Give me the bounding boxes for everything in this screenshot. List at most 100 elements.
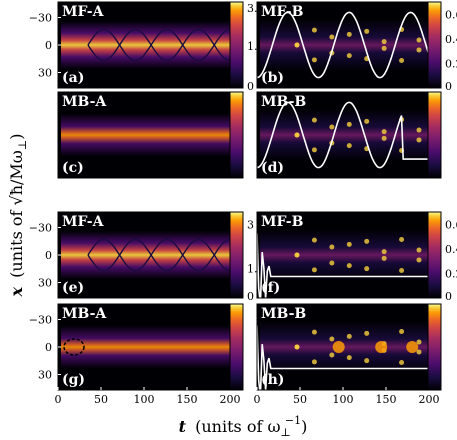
density-spot xyxy=(294,132,300,138)
x-tick-label: 0 xyxy=(254,393,261,406)
panel-tag: MF-A xyxy=(62,4,105,20)
density-spot xyxy=(329,260,335,266)
density-spot xyxy=(346,241,352,247)
x-tick-label: 50 xyxy=(94,393,108,406)
panel-label: (c) xyxy=(62,160,84,176)
y-tick-label: 30 xyxy=(38,67,52,80)
panel-f: MF-B (f) 0 0.2 0.4 0.6 xyxy=(256,211,457,305)
soliton-trace xyxy=(87,28,231,62)
colorbar-tick-label: 0 xyxy=(247,290,254,303)
density-spot xyxy=(381,255,387,261)
soliton-trace xyxy=(87,238,231,272)
colorbar-tick-label: 0 xyxy=(247,80,254,93)
colorbar xyxy=(229,91,244,179)
density-spot xyxy=(399,237,405,243)
y-tick-label: 0 xyxy=(45,341,52,354)
colorbar-tick-label: 0 xyxy=(445,80,452,93)
panel-tag: MB-B xyxy=(261,306,306,322)
y-tick-label: 0 xyxy=(45,249,52,262)
density-spot xyxy=(399,267,405,273)
density-spot xyxy=(399,329,405,335)
x-axis-label: t (units of ω⊥−1) xyxy=(179,414,308,439)
colorbar xyxy=(229,1,244,89)
density-spot xyxy=(416,37,422,43)
panel-tag: MF-B xyxy=(261,214,304,230)
colorbar-tick-label: 0 xyxy=(445,290,452,303)
panel-label: (e) xyxy=(62,280,84,296)
colorbar-tick-label: 0.2 xyxy=(445,267,457,280)
density-band xyxy=(260,229,429,281)
density-spot xyxy=(346,31,352,37)
density-spot xyxy=(311,27,317,33)
density-spot xyxy=(294,252,300,258)
density-spot xyxy=(364,28,370,34)
density-spot xyxy=(311,267,317,273)
density-spot xyxy=(406,341,419,353)
density-spot xyxy=(346,143,352,149)
colorbar xyxy=(229,303,244,391)
density-spot xyxy=(346,263,352,269)
density-spot xyxy=(381,129,387,135)
density-spot xyxy=(381,249,387,255)
panel-tag: MF-A xyxy=(62,214,105,230)
density-spot xyxy=(311,147,317,153)
colorbar-tick-label: 0.4 xyxy=(445,33,457,46)
density-spot xyxy=(416,349,422,355)
density-spot xyxy=(364,330,370,336)
y-tick-label: 30 xyxy=(38,369,52,382)
density-spot xyxy=(399,57,405,63)
density-spot xyxy=(329,34,335,40)
colorbar xyxy=(427,91,442,179)
density-spot xyxy=(381,45,387,51)
y-tick-label: −30 xyxy=(29,313,52,326)
y-tick-label: 30 xyxy=(38,277,52,290)
panel-tag: MB-A xyxy=(62,94,107,110)
panel-h: MB-B (h)0 50 100 150 200 xyxy=(254,303,442,406)
density-spot xyxy=(416,47,422,53)
soliton-trace xyxy=(87,28,231,62)
panel-b: MF-B (b) 0 0.2 0.4 0.6 xyxy=(256,1,457,93)
density-spot xyxy=(311,117,317,123)
panel-label: (f) xyxy=(261,280,280,296)
density-spot xyxy=(294,42,300,48)
x-tick-label: 200 xyxy=(419,393,440,406)
colorbar-tick-label: 0.2 xyxy=(445,57,457,70)
density-spot xyxy=(346,121,352,127)
panel-label: (h) xyxy=(261,372,284,388)
density-spot xyxy=(346,53,352,59)
x-tick-label: 150 xyxy=(177,393,198,406)
colorbar-tick-label: 3 xyxy=(247,218,254,231)
panel-tag: MF-B xyxy=(261,4,304,20)
panel-label: (b) xyxy=(261,70,284,86)
colorbar-tick-label: 0.6 xyxy=(445,218,457,231)
density-spot xyxy=(329,244,335,250)
x-tick-label: 0 xyxy=(55,393,62,406)
density-spot xyxy=(364,118,370,124)
density-spot xyxy=(311,329,317,335)
panel-label: (a) xyxy=(62,70,84,86)
x-tick-label: 200 xyxy=(220,393,241,406)
soliton-trace xyxy=(87,238,231,272)
density-spot xyxy=(364,358,370,364)
density-spot xyxy=(375,341,388,353)
highlight-circle xyxy=(63,338,85,356)
density-band xyxy=(260,19,429,71)
potential-curve xyxy=(256,233,429,305)
panel-tag: MB-A xyxy=(62,306,107,322)
density-spot xyxy=(416,247,422,253)
density-spot xyxy=(294,344,300,350)
density-band xyxy=(61,230,230,280)
density-band xyxy=(61,20,230,70)
density-spot xyxy=(381,135,387,141)
density-spot xyxy=(329,336,335,342)
density-spot xyxy=(416,339,422,345)
density-spot xyxy=(346,333,352,339)
density-spot xyxy=(346,355,352,361)
density-spot xyxy=(332,341,345,353)
colorbar xyxy=(229,211,244,299)
density-spot xyxy=(311,57,317,63)
potential-curve xyxy=(256,101,429,169)
